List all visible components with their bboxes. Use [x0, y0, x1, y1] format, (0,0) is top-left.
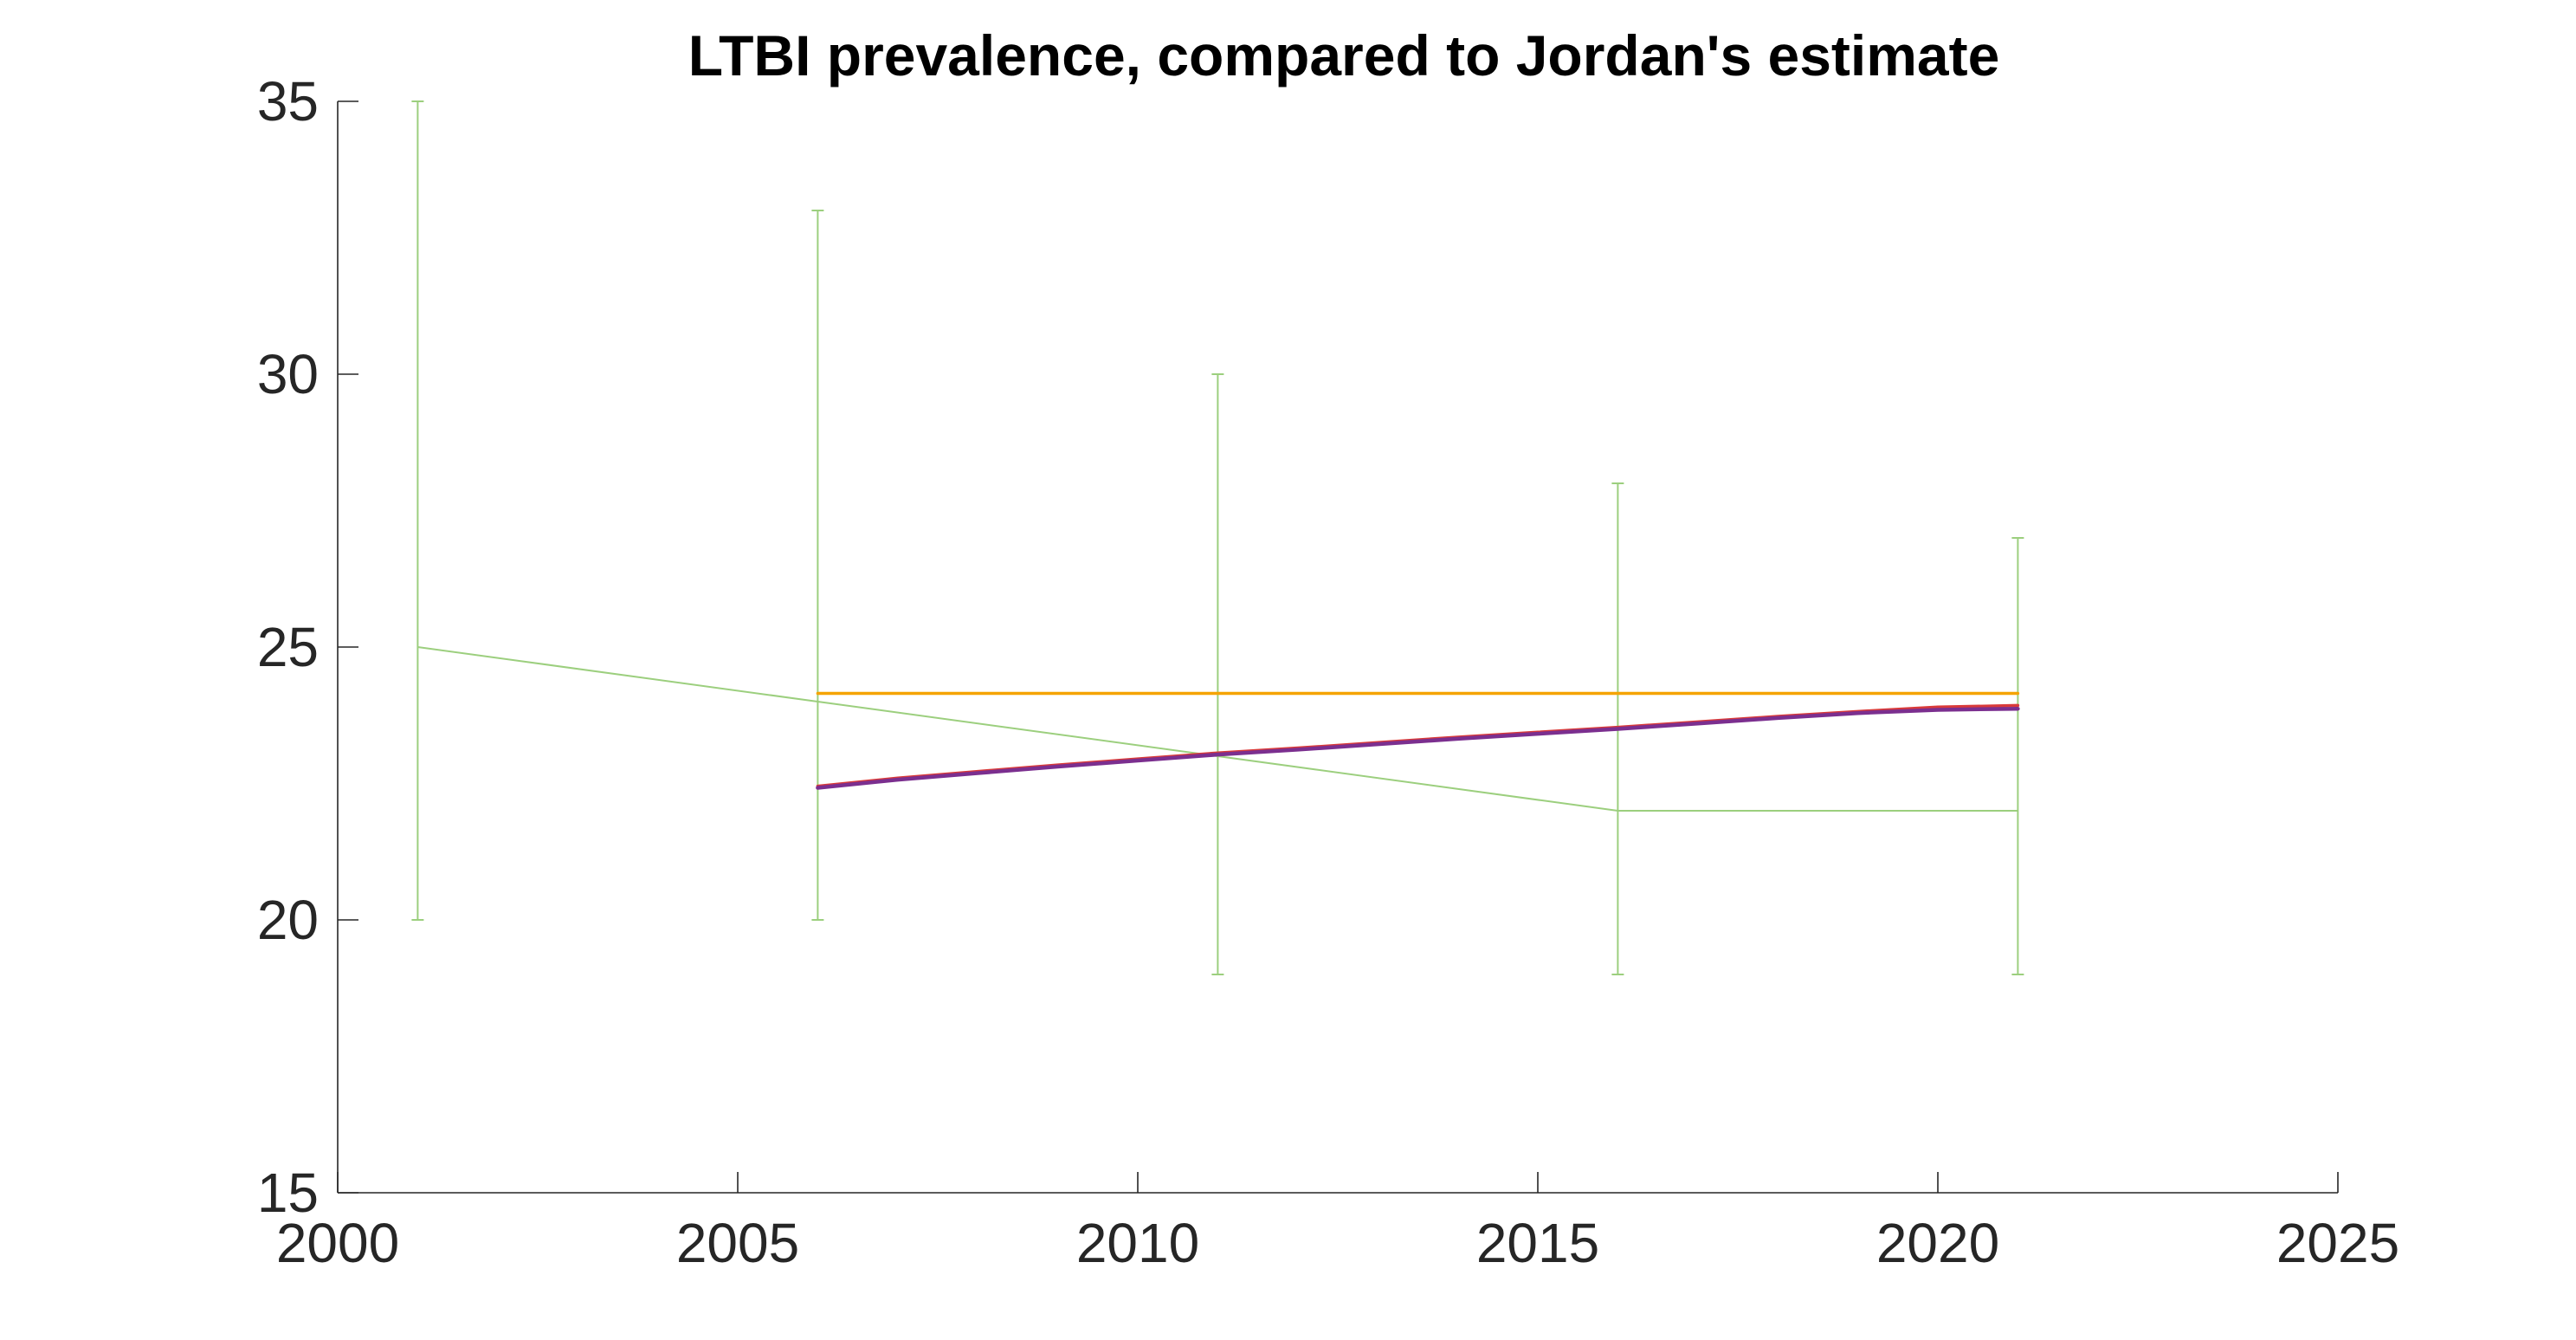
chart-title: LTBI prevalence, compared to Jordan's es…: [688, 23, 2000, 87]
series-3: [817, 709, 2018, 787]
y-tick-label: 20: [257, 889, 319, 951]
series-line: [817, 709, 2018, 787]
x-tick-label: 2005: [676, 1212, 799, 1274]
y-tick-label: 35: [257, 70, 319, 133]
series-0: [411, 101, 2024, 974]
x-tick-label: 2010: [1076, 1212, 1199, 1274]
series-layer: [411, 101, 2024, 974]
series-2: [817, 705, 2018, 786]
x-tick-label: 2025: [2276, 1212, 2399, 1274]
y-tick-label: 30: [257, 343, 319, 405]
x-tick-label: 2015: [1476, 1212, 1599, 1274]
y-tick-label: 15: [257, 1162, 319, 1224]
y-tick-label: 25: [257, 616, 319, 678]
series-line: [817, 705, 2018, 786]
x-tick-label: 2020: [1876, 1212, 1999, 1274]
